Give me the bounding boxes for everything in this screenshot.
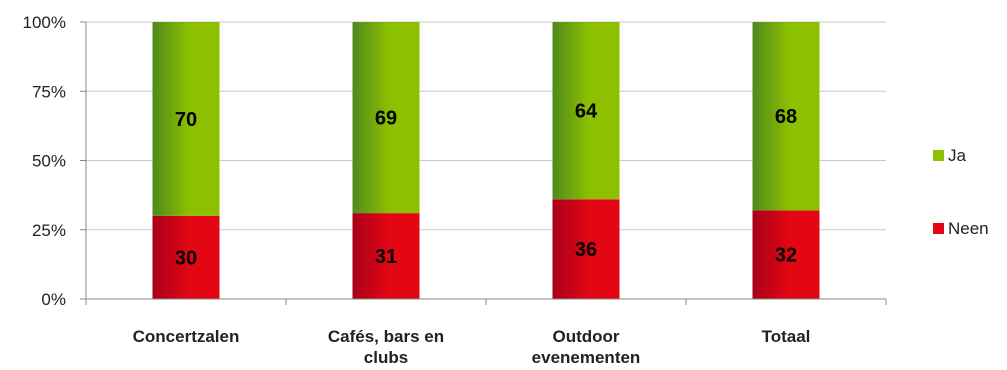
y-tick-label: 50% [32, 152, 66, 171]
data-label: 32 [775, 245, 797, 267]
legend-label-neen: Neen [948, 219, 989, 238]
bar-ja [352, 22, 420, 214]
legend-label-ja: Ja [948, 146, 967, 165]
legend-swatch-neen [933, 223, 944, 234]
y-tick-label: 0% [41, 290, 66, 309]
y-tick-label: 100% [23, 13, 66, 32]
data-label: 31 [375, 246, 397, 268]
data-label: 64 [575, 101, 598, 123]
x-category-label: Cafés, bars en clubs [328, 327, 444, 365]
bar-neen [552, 199, 620, 299]
data-label: 36 [575, 239, 597, 261]
axes: 0% 25% 50% 75% 100% Concertzalen Cafés, bars e… [23, 13, 887, 367]
legend-swatch-ja [933, 150, 944, 161]
y-tick-label: 25% [32, 221, 66, 240]
x-category-label: Concertzalen [133, 327, 240, 346]
x-category-label: Totaal [762, 327, 811, 346]
bar-ja [752, 22, 820, 211]
data-label: 69 [375, 108, 397, 130]
bars: 30 70 31 69 36 64 32 68 [152, 22, 820, 299]
y-tick-label: 75% [32, 82, 66, 101]
x-category-label: Outdoor evenementen [532, 327, 641, 365]
legend: Ja Neen [933, 146, 989, 238]
bar-neen [352, 213, 420, 299]
data-label: 70 [175, 109, 197, 131]
data-label: 30 [175, 247, 197, 269]
bar-neen [752, 210, 820, 299]
bar-ja [552, 22, 620, 200]
bar-ja [152, 22, 220, 216]
data-label: 68 [775, 106, 797, 128]
bar-neen [152, 215, 220, 299]
